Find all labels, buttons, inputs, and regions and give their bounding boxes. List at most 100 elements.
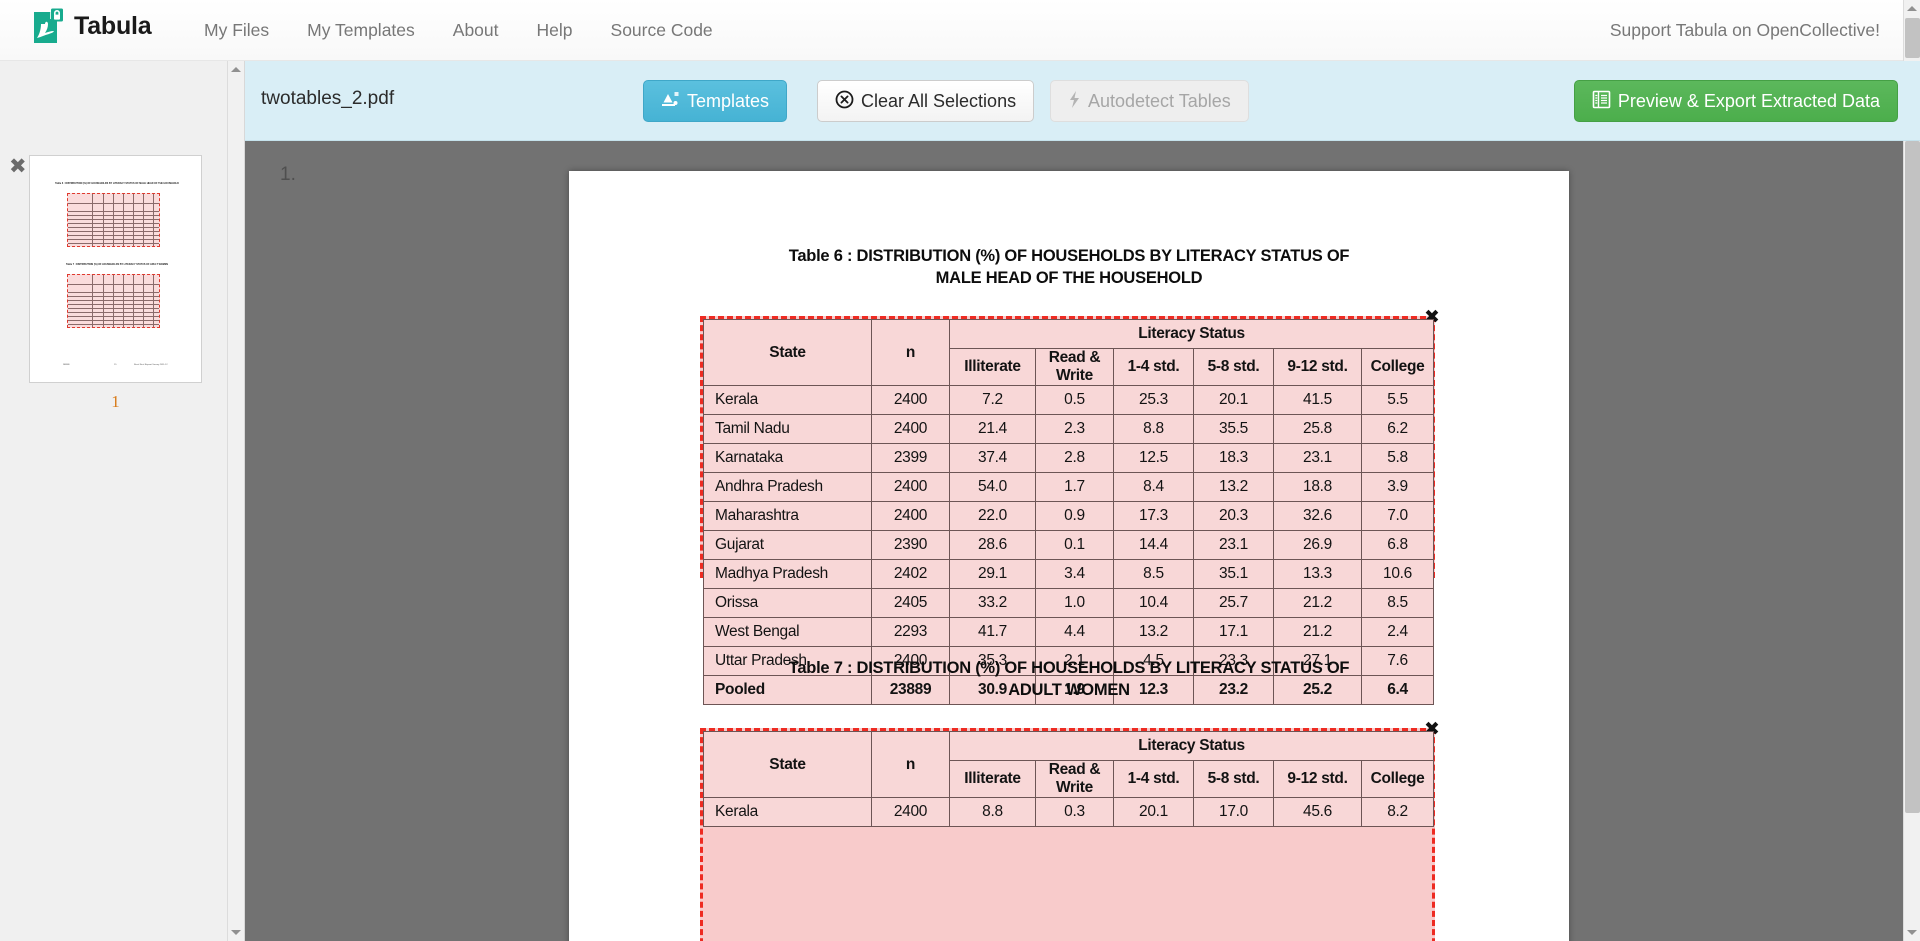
cell-value: 1.9 bbox=[1035, 675, 1114, 705]
table-row: Orissa 2405 33.2 1.0 10.4 25.7 21.2 8.5 bbox=[703, 588, 1435, 618]
cell-value: 13.3 bbox=[1273, 559, 1362, 589]
cell-value: 28.6 bbox=[949, 530, 1036, 560]
cell-value: 6.8 bbox=[1360, 530, 1435, 560]
cell-value: 6.4 bbox=[1360, 675, 1435, 705]
preview-export-label: Preview & Export Extracted Data bbox=[1617, 91, 1880, 111]
table-row: West Bengal 2293 41.7 4.4 13.2 17.1 21.2 2.4 bbox=[703, 617, 1435, 647]
table7-header-1-4: 1-4 std. bbox=[1113, 760, 1194, 798]
cell-value: 8.8 bbox=[949, 797, 1036, 827]
cell-state: Madhya Pradesh bbox=[703, 559, 872, 589]
cell-state: Pooled bbox=[703, 675, 872, 705]
nav-item-my-templates[interactable]: My Templates bbox=[307, 20, 415, 40]
cell-value: 2400 bbox=[871, 414, 950, 444]
scrollbar-thumb[interactable] bbox=[1905, 141, 1920, 813]
sidebar-close-icon[interactable]: ✖ bbox=[9, 154, 27, 178]
cell-value: 41.7 bbox=[949, 617, 1036, 647]
table6-header-read-write: Read & Write bbox=[1035, 348, 1114, 386]
cell-value: 5.5 bbox=[1360, 385, 1435, 415]
cell-state: Gujarat bbox=[703, 530, 872, 560]
viewer-scrollbar[interactable] bbox=[1903, 141, 1920, 941]
table6-header-9-12: 9-12 std. bbox=[1273, 348, 1362, 386]
nav-item-help[interactable]: Help bbox=[536, 20, 573, 40]
table7-header-row-2: Illiterate Read & Write 1-4 std. 5-8 std… bbox=[704, 760, 1435, 798]
cell-value: 2400 bbox=[871, 646, 950, 676]
scroll-up-arrow-icon[interactable] bbox=[228, 61, 244, 78]
cell-value: 12.3 bbox=[1113, 675, 1194, 705]
cell-value: 6.2 bbox=[1360, 414, 1435, 444]
cell-value: 7.2 bbox=[949, 385, 1036, 415]
cell-value: 22.0 bbox=[949, 501, 1036, 531]
cell-value: 23.3 bbox=[1193, 646, 1274, 676]
autodetect-tables-label: Autodetect Tables bbox=[1088, 91, 1231, 111]
table-row: Karnataka 2399 37.4 2.8 12.5 18.3 23.1 5.8 bbox=[703, 443, 1435, 473]
bolt-icon bbox=[1068, 90, 1081, 112]
nav-item-source-code[interactable]: Source Code bbox=[610, 20, 713, 40]
clear-all-selections-button[interactable]: Clear All Selections bbox=[817, 80, 1035, 122]
table6-title: Table 6 : DISTRIBUTION (%) OF HOUSEHOLDS… bbox=[569, 246, 1569, 290]
preview-export-button[interactable]: Preview & Export Extracted Data bbox=[1573, 80, 1898, 122]
table6: State n Literacy Status Illiterate Read … bbox=[703, 319, 1435, 705]
brand-logo-link[interactable]: Tabula bbox=[31, 7, 152, 45]
templates-button[interactable]: Templates bbox=[643, 80, 788, 122]
table7-title: Table 7 : DISTRIBUTION (%) OF HOUSEHOLDS… bbox=[569, 658, 1569, 702]
nav-item-my-files[interactable]: My Files bbox=[204, 20, 270, 40]
scroll-up-arrow-icon[interactable] bbox=[1904, 0, 1920, 17]
brand-title: Tabula bbox=[74, 11, 152, 40]
table6-header-college: College bbox=[1360, 348, 1435, 386]
table-row: Maharashtra 2400 22.0 0.9 17.3 20.3 32.6 7.0 bbox=[703, 501, 1435, 531]
templates-button-label: Templates bbox=[687, 91, 770, 111]
thumbnail-footer-left: NNMB bbox=[63, 364, 70, 366]
table-row: Kerala 2400 8.8 0.3 20.1 17.0 45.6 8.2 bbox=[703, 797, 1435, 827]
table6-header-group: Literacy Status bbox=[948, 319, 1435, 349]
cell-value: 8.4 bbox=[1113, 472, 1194, 502]
table6-body: Kerala 2400 7.2 0.5 25.3 20.1 41.5 5.5 Tamil Nad… bbox=[703, 385, 1435, 705]
cell-value: 25.2 bbox=[1273, 675, 1362, 705]
autodetect-tables-button[interactable]: Autodetect Tables bbox=[1050, 80, 1249, 122]
table6-title-line1: Table 6 : DISTRIBUTION (%) OF HOUSEHOLDS… bbox=[788, 247, 1350, 265]
thumbnail-footer-right: Rural First Repeat Survey 2011-12 bbox=[134, 364, 168, 366]
cell-value: 25.3 bbox=[1113, 385, 1194, 415]
cell-value: 21.4 bbox=[949, 414, 1036, 444]
sidebar-scrollbar[interactable] bbox=[227, 61, 244, 941]
page-thumbnail-1[interactable]: Table 6 : DISTRIBUTION (%) OF HOUSEHOLDS… bbox=[29, 155, 202, 383]
pdf-page-1[interactable]: Table 6 : DISTRIBUTION (%) OF HOUSEHOLDS… bbox=[569, 171, 1569, 941]
pdf-viewer-canvas[interactable]: 1. Table 6 : DISTRIBUTION (%) OF HOUSEHO… bbox=[245, 141, 1920, 941]
cell-value: 23.1 bbox=[1193, 530, 1274, 560]
nav-item-about[interactable]: About bbox=[452, 20, 499, 40]
cell-state: Andhra Pradesh bbox=[703, 472, 872, 502]
thumbnail-item[interactable]: Table 6 : DISTRIBUTION (%) OF HOUSEHOLDS… bbox=[29, 155, 202, 412]
scroll-down-arrow-icon[interactable] bbox=[1904, 924, 1920, 941]
table-list-icon bbox=[1592, 90, 1611, 112]
cell-value: 5.8 bbox=[1360, 443, 1435, 473]
cell-value: 2402 bbox=[871, 559, 950, 589]
cell-state: Maharashtra bbox=[703, 501, 872, 531]
cell-value: 54.0 bbox=[949, 472, 1036, 502]
cell-value: 13.2 bbox=[1113, 617, 1194, 647]
cell-value: 2390 bbox=[871, 530, 950, 560]
cell-value: 7.0 bbox=[1360, 501, 1435, 531]
cell-value: 25.7 bbox=[1193, 588, 1274, 618]
support-opencollective-link[interactable]: Support Tabula on OpenCollective! bbox=[1609, 20, 1880, 40]
thumbnail-selection-2 bbox=[67, 274, 160, 328]
cell-value: 41.5 bbox=[1273, 385, 1362, 415]
cell-value: 23889 bbox=[871, 675, 950, 705]
cell-value: 2.1 bbox=[1035, 646, 1114, 676]
table7-header-5-8: 5-8 std. bbox=[1193, 760, 1274, 798]
table6-header-5-8: 5-8 std. bbox=[1193, 348, 1274, 386]
cell-state: Kerala bbox=[703, 385, 872, 415]
table-row: Pooled 23889 30.9 1.9 12.3 23.2 25.2 6.4 bbox=[703, 675, 1435, 705]
cell-value: 30.9 bbox=[949, 675, 1036, 705]
cell-value: 35.1 bbox=[1193, 559, 1274, 589]
table7-header-state: State bbox=[703, 731, 872, 798]
thumbnail-selection-1 bbox=[67, 193, 160, 247]
pdf-lock-icon bbox=[31, 7, 65, 45]
cell-value: 32.6 bbox=[1273, 501, 1362, 531]
window-scrollbar-top[interactable] bbox=[1903, 0, 1920, 61]
cell-value: 10.4 bbox=[1113, 588, 1194, 618]
cell-state: Orissa bbox=[703, 588, 872, 618]
thumbnail-page-number: 1 bbox=[111, 392, 120, 411]
scrollbar-thumb[interactable] bbox=[1905, 18, 1920, 58]
table7: State n Literacy Status Illiterate Read … bbox=[703, 731, 1435, 827]
cell-value: 2.8 bbox=[1035, 443, 1114, 473]
scroll-down-arrow-icon[interactable] bbox=[228, 924, 244, 941]
